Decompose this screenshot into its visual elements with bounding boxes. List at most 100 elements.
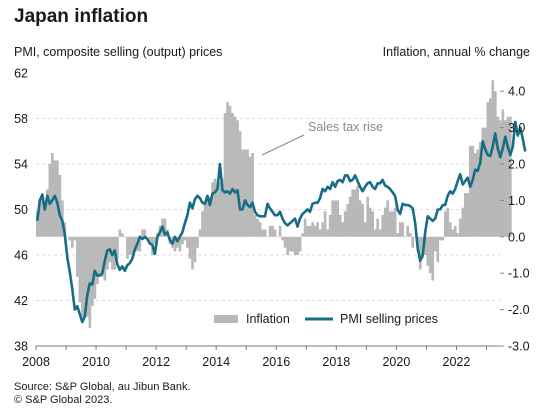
chart-title: Japan inflation xyxy=(14,6,149,27)
inflation-bar xyxy=(376,218,380,237)
inflation-bar xyxy=(381,214,385,237)
inflation-bar xyxy=(143,229,147,237)
inflation-bar xyxy=(116,236,119,259)
inflation-bar xyxy=(228,105,232,237)
inflation-bar xyxy=(348,196,352,237)
inflation-bar xyxy=(321,222,324,237)
inflation-bar xyxy=(296,236,299,255)
inflation-bar xyxy=(476,149,480,237)
inflation-bar xyxy=(443,211,447,237)
inflation-bar xyxy=(36,211,39,237)
pmi-series-line xyxy=(36,120,527,324)
inflation-bar xyxy=(201,211,204,237)
right-tick-label: -2.0 xyxy=(508,303,530,317)
inflation-bar xyxy=(471,145,475,237)
inflation-bar xyxy=(203,204,207,237)
left-tick-label: 46 xyxy=(14,249,28,263)
inflation-bar xyxy=(463,193,467,237)
inflation-bar xyxy=(138,236,142,252)
inflation-bar xyxy=(81,236,84,317)
source-note: Source: S&P Global, au Jibun Bank. © S&P… xyxy=(14,381,191,407)
inflation-bar xyxy=(253,214,257,237)
x-tick-label: 2016 xyxy=(262,355,290,369)
inflation-bar xyxy=(408,233,412,237)
annotation-text: Sales tax rise xyxy=(308,120,383,134)
x-tick-label: 2010 xyxy=(82,355,110,369)
inflation-bar xyxy=(428,236,432,274)
left-axis-label: PMI, composite selling (output) prices xyxy=(14,45,223,59)
inflation-bar xyxy=(261,229,264,237)
inflation-bar xyxy=(456,233,460,237)
inflation-bar xyxy=(251,153,254,237)
pmi-line xyxy=(36,120,527,324)
inflation-bar xyxy=(453,225,457,237)
inflation-bar xyxy=(498,120,502,237)
inflation-bar xyxy=(231,113,234,237)
left-tick-label: 42 xyxy=(14,294,28,308)
x-tick-label: 2008 xyxy=(22,355,50,369)
inflation-bar xyxy=(448,222,452,237)
inflation-bar xyxy=(491,80,495,237)
inflation-bar xyxy=(433,236,437,252)
inflation-bar xyxy=(361,204,365,237)
inflation-bar xyxy=(216,185,219,237)
inflation-bar xyxy=(293,236,297,255)
inflation-bar xyxy=(46,189,49,237)
inflation-bar xyxy=(504,120,507,237)
inflation-bar xyxy=(488,98,492,237)
inflation-bar xyxy=(118,229,122,237)
inflation-bar xyxy=(363,222,367,237)
inflation-bar xyxy=(473,153,477,237)
right-tick-label: 1.0 xyxy=(508,194,525,208)
inflation-bar xyxy=(93,236,97,299)
inflation-bar xyxy=(333,200,337,237)
inflation-bar xyxy=(316,222,319,237)
left-tick-label: 54 xyxy=(14,158,28,172)
inflation-bar xyxy=(343,211,347,237)
inflation-bar xyxy=(466,193,470,237)
inflation-bar xyxy=(358,200,362,237)
inflation-bar xyxy=(186,236,189,248)
inflation-bar xyxy=(58,174,62,237)
inflation-bar xyxy=(393,207,397,237)
left-tick-label: 62 xyxy=(14,67,28,81)
inflation-bar xyxy=(211,182,214,237)
inflation-bar xyxy=(356,185,359,237)
inflation-bar xyxy=(313,225,317,237)
right-tick-label: 4.0 xyxy=(508,85,525,99)
inflation-bar xyxy=(218,182,222,237)
inflation-bar xyxy=(328,214,332,237)
inflation-bar xyxy=(198,229,202,237)
inflation-bar xyxy=(341,222,344,237)
inflation-bar xyxy=(133,236,137,252)
inflation-bar xyxy=(146,236,149,238)
inflation-bar xyxy=(481,127,485,237)
inflation-bar xyxy=(371,211,375,237)
inflation-bar xyxy=(331,200,334,237)
inflation-bar xyxy=(213,178,217,237)
inflation-bar xyxy=(301,233,304,237)
inflation-bar xyxy=(221,178,224,237)
inflation-bar xyxy=(71,236,74,248)
inflation-bar xyxy=(383,207,387,237)
annotation: Sales tax rise xyxy=(261,120,383,156)
inflation-bar xyxy=(236,120,239,237)
left-tick-label: 50 xyxy=(14,203,28,217)
inflation-bar xyxy=(278,225,282,237)
inflation-bar xyxy=(273,229,277,237)
inflation-bar xyxy=(56,160,59,237)
inflation-bar xyxy=(78,236,82,303)
inflation-bar xyxy=(468,145,472,237)
inflation-bar xyxy=(91,236,94,306)
inflation-bar xyxy=(283,236,287,248)
inflation-bar xyxy=(501,109,505,237)
right-tick-label: 0.0 xyxy=(508,230,525,244)
axes: 62 58 54 50 46 42 38 4.0 3.0 2.0 1.0 0.0 -1.0 -2.0 -3.… xyxy=(14,67,529,370)
legend: Inflation PMI selling prices xyxy=(214,312,438,326)
inflation-bar xyxy=(496,116,500,237)
inflation-bar xyxy=(401,222,405,237)
inflation-bar xyxy=(263,229,267,237)
x-tick-label: 2012 xyxy=(142,355,170,369)
inflation-bar xyxy=(238,131,242,237)
inflation-bar xyxy=(306,225,309,237)
